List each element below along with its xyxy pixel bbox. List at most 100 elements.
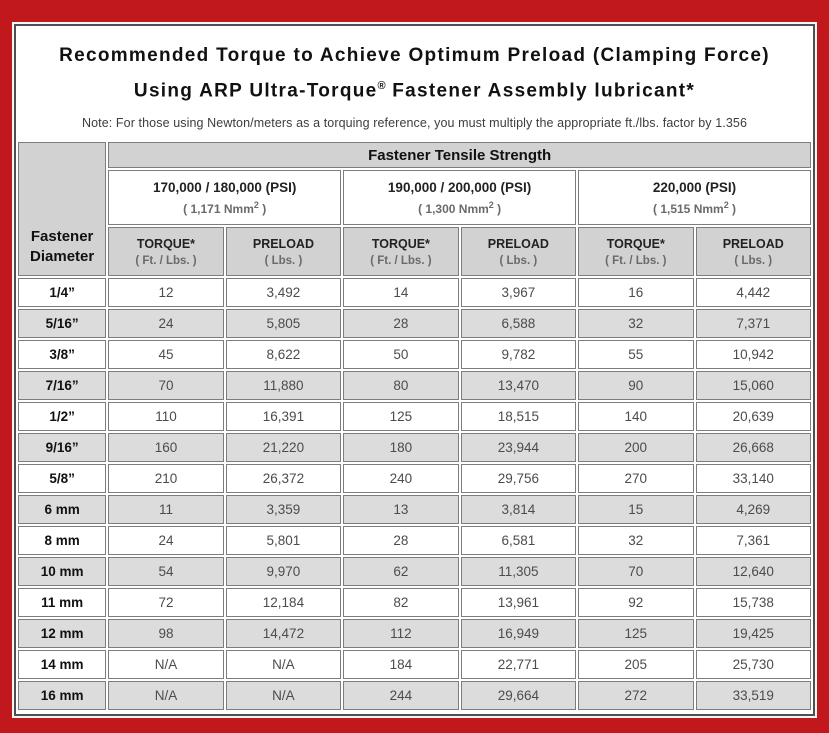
diameter-cell: 9/16” [18, 433, 107, 462]
nmm-post: ) [258, 201, 267, 216]
table-row: 14 mm N/A N/A 184 22,771 205 25,730 [18, 650, 811, 679]
torque-cell: 200 [578, 433, 694, 462]
torque-cell: 72 [108, 588, 224, 617]
corner-header-line-2: Diameter [30, 247, 95, 265]
torque-cell: 92 [578, 588, 694, 617]
torque-cell: 270 [578, 464, 694, 493]
torque-cell: 11 [108, 495, 224, 524]
nmm-post: ) [493, 201, 502, 216]
preload-cell: N/A [225, 681, 342, 710]
preload-cell: 8,622 [225, 340, 342, 369]
table-row: 11 mm 72 12,184 82 13,961 92 15,738 [18, 588, 811, 617]
nmm-rating: ( 1,515 Nmm2 ) [579, 200, 810, 216]
table-row: 7/16” 70 11,880 80 13,470 90 15,060 [18, 371, 811, 400]
torque-cell: 16 [578, 278, 694, 307]
main-header-row: Fastener Diameter Fastener Tensile Stren… [18, 142, 811, 276]
tensile-group-190-200: 190,000 / 200,000 (PSI) ( 1,300 Nmm2 ) [343, 170, 577, 225]
preload-cell: 3,359 [225, 495, 342, 524]
preload-cell: 5,805 [225, 309, 342, 338]
sub-label: PRELOAD [252, 236, 314, 251]
nmm-pre: ( 1,300 Nmm [418, 201, 489, 216]
preload-cell: 18,515 [460, 402, 577, 431]
table-body: 1/4” 12 3,492 14 3,967 16 4,442 5/16” 24… [18, 278, 811, 710]
preload-cell: 33,519 [695, 681, 811, 710]
preload-cell: 4,442 [695, 278, 811, 307]
preload-cell: 25,730 [695, 650, 811, 679]
torque-cell: 24 [108, 526, 224, 555]
sub-unit: ( Ft. / Lbs. ) [370, 254, 432, 267]
torque-cell: 240 [343, 464, 459, 493]
diameter-cell: 11 mm [18, 588, 107, 617]
preload-cell: 4,269 [695, 495, 811, 524]
table-row: 12 mm 98 14,472 112 16,949 125 19,425 [18, 619, 811, 648]
torque-cell: 82 [343, 588, 459, 617]
preload-cell: 6,588 [460, 309, 577, 338]
nmm-pre: ( 1,515 Nmm [653, 201, 724, 216]
table-row: 3/8” 45 8,622 50 9,782 55 10,942 [18, 340, 811, 369]
main-header-fastener-tensile-strength: Fastener Tensile Strength [108, 142, 811, 168]
preload-cell: 23,944 [460, 433, 577, 462]
torque-cell: 140 [578, 402, 694, 431]
torque-cell: 62 [343, 557, 459, 586]
tensile-group-row: 170,000 / 180,000 (PSI) ( 1,171 Nmm2 ) 1… [18, 170, 811, 225]
diameter-cell: 7/16” [18, 371, 107, 400]
preload-cell: 3,967 [460, 278, 577, 307]
preload-cell: 3,492 [225, 278, 342, 307]
page-title-line-1: Recommended Torque to Achieve Optimum Pr… [59, 45, 770, 67]
preload-cell: 11,880 [225, 371, 342, 400]
preload-cell: 29,756 [460, 464, 577, 493]
table-row: 5/8” 210 26,372 240 29,756 270 33,140 [18, 464, 811, 493]
sub-header-torque-2: TORQUE* ( Ft. / Lbs. ) [343, 227, 459, 276]
preload-cell: 20,639 [695, 402, 811, 431]
torque-cell: 180 [343, 433, 459, 462]
sub-header-preload-3: PRELOAD ( Lbs. ) [695, 227, 811, 276]
torque-cell: 160 [108, 433, 224, 462]
title-line-2-pre: Using ARP Ultra-Torque [133, 80, 378, 102]
preload-cell: 16,949 [460, 619, 577, 648]
document-page: Recommended Torque to Achieve Optimum Pr… [14, 24, 815, 716]
preload-cell: 12,184 [225, 588, 342, 617]
preload-cell: 21,220 [225, 433, 342, 462]
psi-rating: 190,000 / 200,000 (PSI) [387, 179, 532, 195]
torque-cell: 14 [343, 278, 459, 307]
torque-cell: 50 [343, 340, 459, 369]
torque-cell: 244 [343, 681, 459, 710]
corner-header-line-1: Fastener [30, 228, 94, 245]
nmm-post: ) [728, 201, 737, 216]
torque-cell: 55 [578, 340, 694, 369]
preload-cell: 16,391 [225, 402, 342, 431]
title-line-2-post: Fastener Assembly lubricant* [385, 80, 696, 102]
sub-unit: ( Ft. / Lbs. ) [135, 254, 197, 267]
preload-cell: 13,470 [460, 371, 577, 400]
preload-cell: 33,140 [695, 464, 811, 493]
preload-cell: N/A [225, 650, 342, 679]
diameter-cell: 5/8” [18, 464, 107, 493]
torque-cell: 210 [108, 464, 224, 493]
diameter-cell: 12 mm [18, 619, 107, 648]
table-row: 9/16” 160 21,220 180 23,944 200 26,668 [18, 433, 811, 462]
preload-cell: 26,668 [695, 433, 811, 462]
torque-cell: 70 [108, 371, 224, 400]
diameter-cell: 10 mm [18, 557, 107, 586]
torque-cell: 184 [343, 650, 459, 679]
diameter-cell: 6 mm [18, 495, 107, 524]
torque-cell: 28 [343, 526, 459, 555]
preload-cell: 10,942 [695, 340, 811, 369]
preload-cell: 11,305 [460, 557, 577, 586]
psi-rating: 220,000 (PSI) [652, 179, 737, 195]
nmm-pre: ( 1,171 Nmm [183, 201, 254, 216]
preload-cell: 22,771 [460, 650, 577, 679]
sub-unit: ( Lbs. ) [734, 254, 773, 267]
preload-cell: 3,814 [460, 495, 577, 524]
preload-cell: 6,581 [460, 526, 577, 555]
sub-unit: ( Lbs. ) [499, 254, 538, 267]
page-title-line-2: Using ARP Ultra-Torque® Fastener Assembl… [134, 71, 695, 106]
sub-unit: ( Lbs. ) [264, 254, 303, 267]
psi-rating: 170,000 / 180,000 (PSI) [153, 179, 297, 195]
nmm-rating: ( 1,300 Nmm2 ) [344, 200, 575, 216]
torque-cell: 28 [343, 309, 459, 338]
preload-cell: 7,371 [695, 309, 811, 338]
diameter-cell: 1/2” [18, 402, 107, 431]
torque-cell: 98 [108, 619, 224, 648]
registered-trademark-symbol: ® [377, 80, 386, 93]
